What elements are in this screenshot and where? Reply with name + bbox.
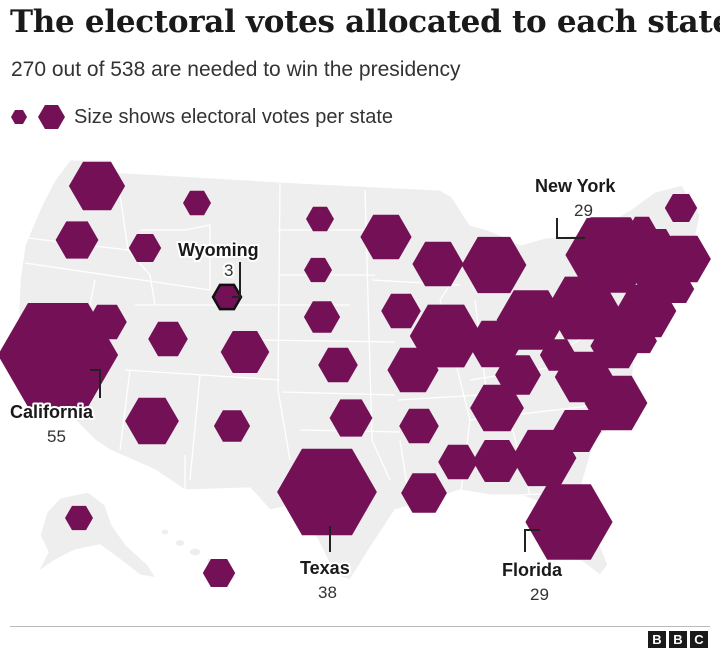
wyoming-callout-line	[232, 262, 241, 298]
bbc-logo-block-1: B	[648, 631, 666, 648]
hexagon-fl	[525, 484, 613, 560]
footer-rule	[10, 626, 710, 627]
wyoming-votes: 3	[224, 261, 233, 280]
new-york-votes: 29	[574, 201, 593, 220]
legend-large-hexagon	[38, 105, 65, 129]
hexagon-va	[554, 351, 614, 403]
new-york-label: New York	[535, 176, 616, 196]
hexagon-mi	[461, 236, 527, 294]
hexagon-ct	[630, 254, 674, 292]
hexagon-ks	[318, 347, 358, 383]
hexagon-tn	[470, 384, 524, 432]
california-label: California	[10, 402, 94, 422]
hexagon-sc	[552, 410, 602, 452]
hexagon-wi	[412, 241, 464, 287]
bbc-logo: B B C	[648, 631, 708, 648]
hexagon-oh	[496, 290, 566, 350]
hexagon-ny	[565, 217, 653, 293]
california-votes: 55	[47, 427, 66, 446]
hexagon-ia	[381, 293, 421, 329]
hexagon-co	[220, 331, 270, 373]
hexagon-ms	[438, 444, 478, 480]
hexagon-id	[128, 234, 162, 262]
callouts: California 55 Wyoming 3 New York 29 Texa…	[8, 174, 618, 606]
texas-votes: 38	[318, 583, 337, 602]
hexagon-hi	[202, 559, 236, 587]
texas-label: Texas	[300, 558, 350, 578]
hexagon-wy	[211, 283, 243, 311]
florida-votes: 29	[530, 585, 549, 604]
hexagon-ne	[303, 301, 341, 333]
hexagon-sd	[304, 257, 332, 283]
hexagon-az	[125, 397, 179, 445]
wyoming-label: Wyoming	[178, 240, 259, 260]
hexagon-nj	[615, 284, 677, 338]
hexagon-vt	[628, 216, 656, 242]
alaska-land	[37, 491, 158, 579]
hexagon-me	[664, 194, 698, 222]
florida-callout-line	[524, 529, 540, 552]
hexagon-md	[590, 323, 642, 369]
hexagon-nm	[213, 410, 251, 442]
chart-subtitle: 270 out of 538 are needed to win the pre…	[11, 58, 461, 81]
hexagon-ut	[148, 321, 188, 357]
legend-small-hexagon	[11, 110, 27, 124]
hexagon-mt	[183, 190, 211, 216]
california-callout-line	[90, 369, 101, 398]
hexagon-nv	[87, 304, 127, 340]
bbc-logo-block-3: C	[690, 631, 708, 648]
hexagon-il	[409, 304, 483, 368]
hexagon-or	[55, 221, 99, 259]
hexagon-ak	[65, 505, 93, 531]
hexagon-la	[401, 473, 447, 513]
hexagon-tx	[277, 448, 377, 536]
legend: Size shows electoral votes per state	[10, 100, 393, 134]
hexagon-dc	[601, 308, 629, 334]
hexagon-wa	[68, 161, 126, 211]
bbc-logo-block-2: B	[669, 631, 687, 648]
hexagon-ok	[329, 399, 373, 437]
legend-label: Size shows electoral votes per state	[74, 105, 394, 128]
florida-label: Florida	[502, 560, 563, 580]
chart-title: The electoral votes allocated to each st…	[10, 4, 720, 40]
hexagon-al	[472, 440, 522, 482]
hexagon-ri	[661, 275, 695, 303]
hexagon-ar	[399, 408, 439, 444]
hexagon-ca	[0, 303, 119, 407]
new-york-callout-line	[556, 218, 585, 239]
us-map: California 55 Wyoming 3 New York 29 Texa…	[0, 159, 711, 606]
hexagon-nd	[306, 206, 334, 232]
hexagon-mn	[360, 214, 412, 260]
hexagon-ga	[511, 429, 577, 487]
legend-hexagons	[11, 105, 65, 129]
electoral-hexagon-layer	[0, 161, 711, 587]
